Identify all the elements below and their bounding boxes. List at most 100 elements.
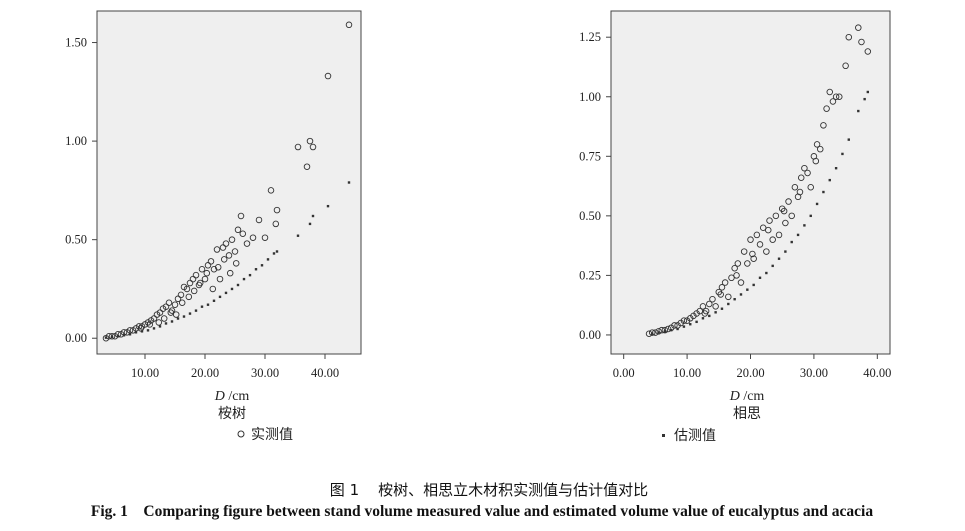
estimated-point bbox=[236, 283, 240, 287]
measured-point bbox=[213, 246, 221, 253]
measured-point bbox=[747, 236, 754, 243]
estimated-point bbox=[158, 325, 162, 328]
y-tick-label: 1.00 bbox=[65, 134, 87, 148]
x-tick-label: 40.00 bbox=[311, 366, 339, 380]
measured-point bbox=[820, 122, 827, 129]
measured-point bbox=[829, 98, 837, 105]
estimated-point bbox=[200, 305, 204, 308]
measured-point bbox=[196, 279, 204, 287]
measured-point bbox=[709, 295, 716, 303]
measured-point bbox=[780, 207, 788, 215]
estimated-point bbox=[296, 234, 300, 237]
measured-point bbox=[733, 272, 740, 279]
measured-point bbox=[207, 258, 215, 265]
legend-estimated-label: 估测值 bbox=[674, 428, 716, 444]
estimated-point bbox=[104, 336, 108, 339]
measured-point bbox=[826, 88, 834, 96]
estimated-point bbox=[714, 311, 717, 314]
estimated-point bbox=[834, 167, 838, 170]
measured-point bbox=[769, 236, 776, 243]
measured-point bbox=[763, 248, 770, 255]
measured-point bbox=[216, 275, 224, 283]
eucalyptus-panel: 0.00 0.50 1.00 1.50 10.00 20.00 30.00 40.00 D /c… bbox=[65, 10, 362, 422]
estimated-point bbox=[657, 331, 660, 334]
legend-square-marker bbox=[662, 434, 665, 437]
estimated-point bbox=[828, 178, 831, 182]
legend-open-circle-marker bbox=[237, 430, 245, 438]
measured-point bbox=[324, 72, 332, 80]
y-tick-label: 0.00 bbox=[579, 328, 601, 342]
estimated-point bbox=[308, 222, 312, 226]
estimated-point bbox=[803, 224, 806, 227]
measured-point bbox=[717, 291, 724, 298]
measured-point bbox=[135, 323, 143, 330]
measured-point bbox=[243, 240, 251, 247]
y-tick-label: 0.00 bbox=[65, 331, 87, 345]
measured-point bbox=[201, 275, 209, 283]
measured-point bbox=[671, 322, 678, 329]
estimated-point bbox=[128, 333, 132, 336]
y-tick-label: 0.50 bbox=[65, 233, 87, 247]
estimated-point bbox=[224, 291, 228, 295]
measured-point bbox=[804, 169, 811, 177]
measured-point bbox=[167, 309, 175, 316]
x-tick-label: 10.00 bbox=[673, 366, 701, 380]
legend-measured: 实测值 bbox=[237, 427, 293, 443]
estimated-point bbox=[230, 287, 234, 291]
measured-point bbox=[272, 220, 280, 228]
estimated-point bbox=[326, 204, 330, 208]
measured-point bbox=[842, 62, 849, 70]
measured-point bbox=[706, 300, 713, 308]
x-tick-label: 30.00 bbox=[251, 366, 279, 380]
measured-point bbox=[836, 93, 843, 100]
figure-caption-en: Fig. 1 Comparing figure between stand vo… bbox=[91, 503, 873, 520]
estimated-point bbox=[272, 252, 276, 255]
estimated-point bbox=[863, 97, 866, 101]
measured-point bbox=[734, 260, 742, 267]
measured-point bbox=[744, 260, 751, 267]
estimated-point bbox=[140, 330, 144, 333]
estimated-point bbox=[841, 152, 844, 156]
panel-label: 桉树 bbox=[218, 406, 246, 422]
measured-point bbox=[701, 310, 709, 317]
estimated-point bbox=[758, 276, 762, 279]
measured-point bbox=[788, 212, 795, 220]
estimated-point bbox=[311, 214, 315, 218]
estimated-point bbox=[733, 298, 736, 301]
measured-point bbox=[813, 141, 821, 148]
measured-point bbox=[237, 212, 245, 220]
measured-point bbox=[273, 206, 281, 214]
measured-point bbox=[226, 269, 234, 277]
measured-point bbox=[203, 269, 211, 277]
measured-point bbox=[832, 93, 840, 100]
estimated-point bbox=[206, 303, 210, 306]
measured-point bbox=[294, 143, 302, 151]
y-tick-label: 0.75 bbox=[579, 149, 601, 163]
measured-point bbox=[192, 271, 200, 279]
measured-point bbox=[731, 265, 738, 272]
estimated-point bbox=[822, 190, 825, 194]
x-axis-title: D /cm bbox=[729, 389, 765, 404]
measured-point bbox=[864, 48, 872, 55]
measured-point bbox=[796, 188, 804, 196]
estimated-point bbox=[116, 335, 120, 338]
estimated-point bbox=[248, 273, 252, 277]
acacia-panel: 0.00 0.25 0.50 0.75 1.00 1.25 0.00 10.00 20.00 30… bbox=[579, 10, 891, 422]
measured-point bbox=[309, 143, 317, 151]
y-tick-label: 1.25 bbox=[579, 30, 601, 44]
estimated-point bbox=[260, 264, 264, 267]
estimated-point bbox=[752, 283, 755, 287]
measured-point bbox=[737, 279, 745, 286]
y-tick-label: 1.50 bbox=[65, 36, 87, 50]
estimated-point bbox=[176, 317, 180, 320]
y-tick-label: 0.50 bbox=[579, 209, 601, 223]
measured-point bbox=[812, 157, 820, 165]
measured-point bbox=[209, 285, 217, 293]
measured-point bbox=[345, 21, 353, 29]
x-tick-label: 30.00 bbox=[800, 366, 828, 380]
plot-area bbox=[610, 10, 891, 355]
estimated-point bbox=[218, 295, 222, 299]
estimated-point bbox=[847, 138, 850, 141]
measured-point bbox=[239, 230, 247, 238]
